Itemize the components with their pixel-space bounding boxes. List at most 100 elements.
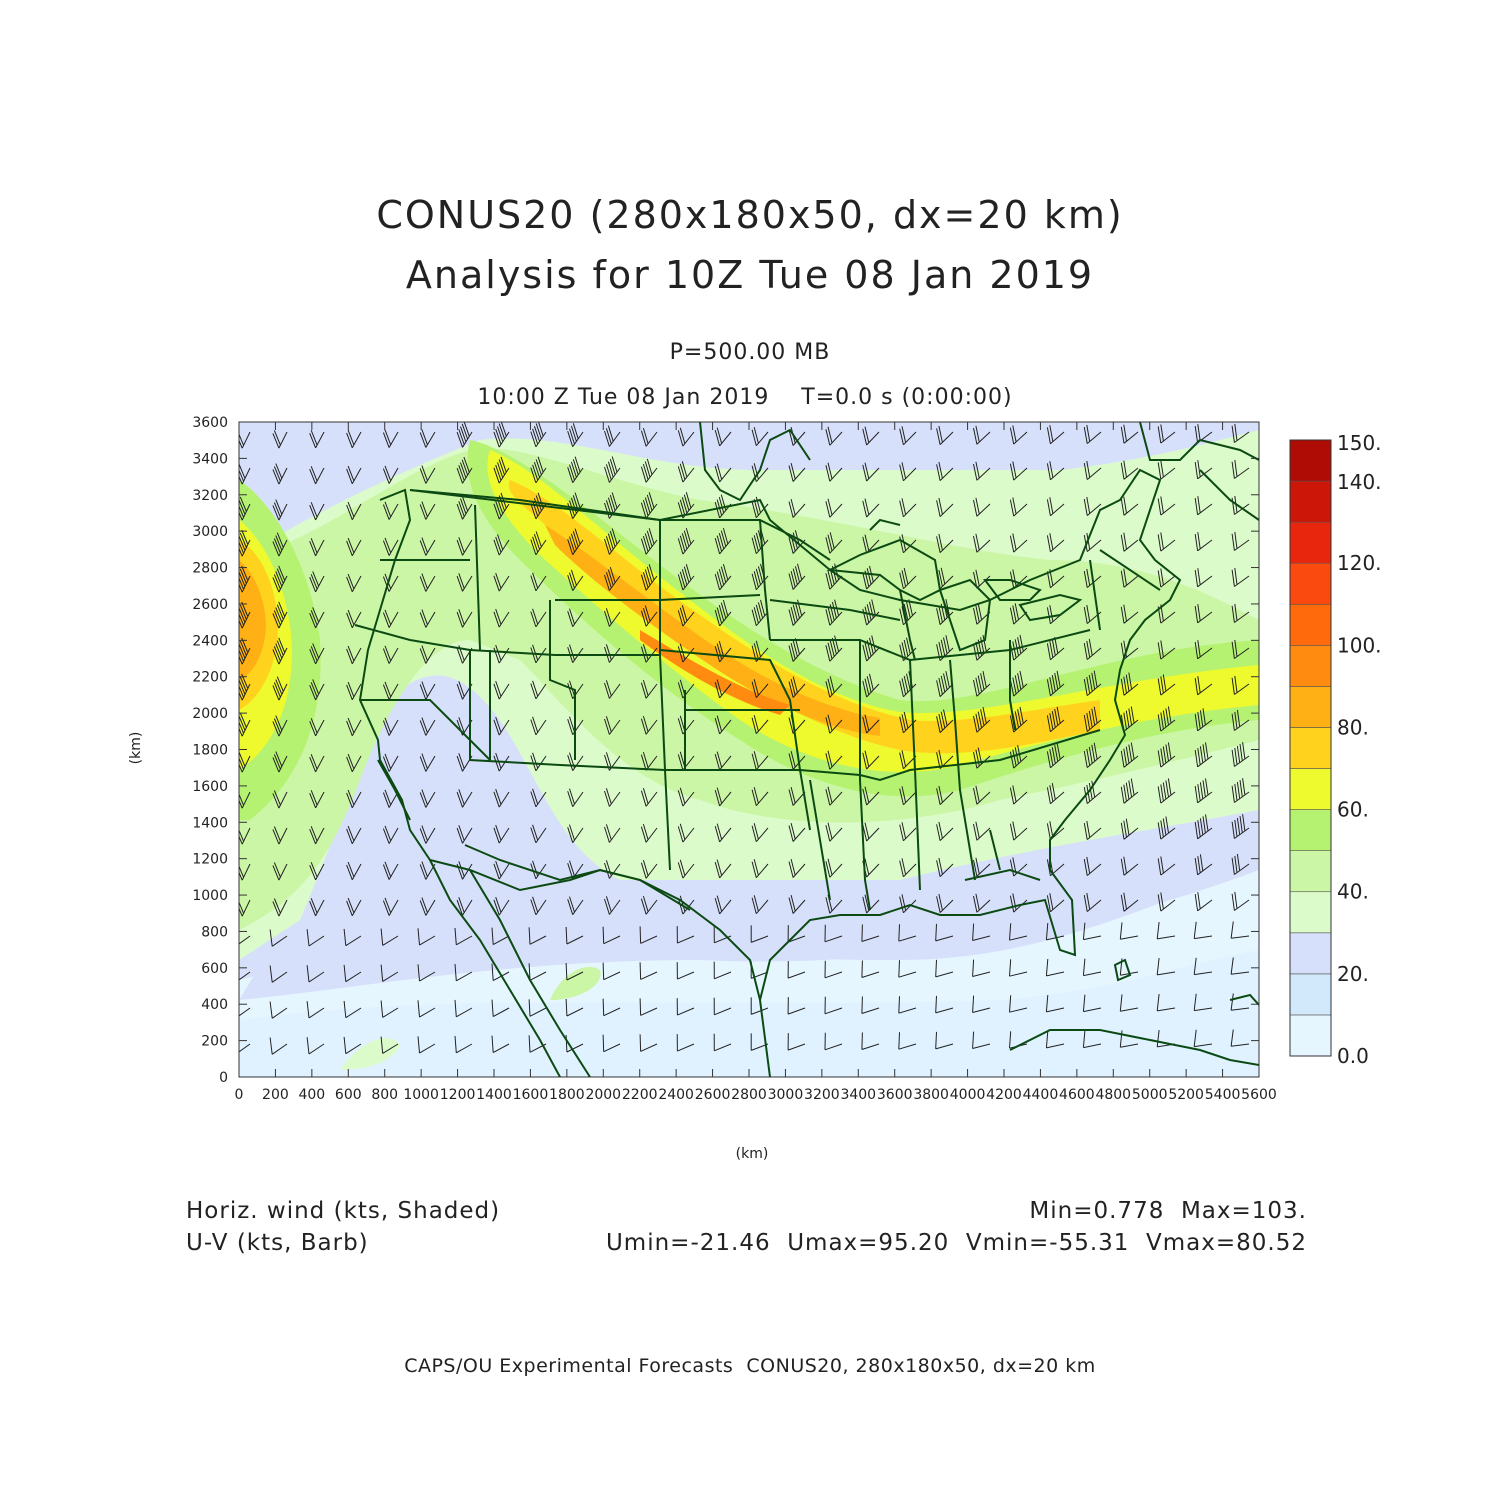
- wind-barb: [272, 826, 288, 845]
- wind-barb: [640, 787, 658, 807]
- wind-barb: [936, 425, 954, 445]
- wind-barb: [417, 964, 436, 982]
- y-tick-label: 400: [201, 997, 228, 1013]
- wind-barb: [380, 928, 399, 946]
- wind-barb: [714, 751, 732, 771]
- wind-barb: [714, 787, 732, 807]
- colorbar-segment: [1289, 480, 1332, 523]
- title-line-1: CONUS20 (280x180x50, dx=20 km): [376, 193, 1124, 237]
- wind-barb: [861, 996, 880, 1014]
- wind-barb: [343, 928, 362, 947]
- wind-barb: [640, 605, 658, 627]
- wind-barb: [639, 962, 658, 980]
- wind-barb: [751, 715, 769, 735]
- colorbar-label: 40.: [1337, 880, 1369, 904]
- wind-barb: [530, 422, 547, 448]
- colorbar-label: 0.0: [1337, 1044, 1369, 1068]
- x-tick-label: 400: [298, 1087, 325, 1103]
- wind-barb: [1120, 818, 1139, 840]
- wind-barb: [604, 824, 621, 843]
- wind-barb: [382, 645, 399, 664]
- wind-barb: [714, 823, 732, 843]
- wind-barb: [1120, 778, 1139, 804]
- wind-barb: [1231, 459, 1250, 479]
- colorbar-segment: [1289, 973, 1332, 1016]
- wind-barb: [751, 463, 769, 483]
- y-tick-label: 3000: [192, 524, 228, 540]
- wind-barb: [306, 929, 325, 947]
- wind-barb: [346, 465, 362, 485]
- wind-barb: [676, 962, 695, 980]
- wind-speed-shading: [239, 422, 1259, 1077]
- wind-barb: [272, 637, 288, 665]
- wind-barb: [973, 635, 991, 661]
- wind-barb: [419, 537, 436, 556]
- wind-barb: [1194, 854, 1213, 876]
- wind-barb: [567, 528, 584, 555]
- wind-barb: [382, 753, 399, 772]
- colorbar-segment: [1289, 562, 1332, 605]
- wind-barb: [899, 426, 917, 446]
- wind-barb: [604, 456, 621, 483]
- wind-barb: [1194, 532, 1213, 552]
- wind-barb: [676, 1034, 695, 1052]
- wind-barb: [530, 572, 547, 592]
- wind-barb: [380, 1000, 399, 1018]
- wind-barb: [1083, 670, 1102, 696]
- wind-barb: [825, 599, 843, 626]
- wind-barb: [1083, 638, 1102, 660]
- wind-barb: [714, 895, 732, 915]
- wind-barb: [935, 959, 954, 978]
- wind-barb: [346, 753, 362, 773]
- wind-barb: [825, 498, 843, 518]
- wind-barb: [239, 1043, 251, 1053]
- y-tick-label: 600: [201, 961, 228, 977]
- wind-barb: [935, 995, 954, 1014]
- wind-barb: [382, 861, 399, 880]
- wind-barb: [306, 1001, 325, 1019]
- wind-barb: [677, 427, 695, 447]
- footer-shaded-label: Horiz. wind (kts, Shaded): [186, 1198, 501, 1224]
- wind-barb: [493, 788, 510, 808]
- wind-barb: [713, 961, 732, 980]
- wind-barb: [309, 790, 325, 809]
- wind-barb: [1194, 708, 1213, 732]
- wind-barb: [493, 860, 510, 880]
- wind-barb: [898, 960, 917, 978]
- x-tick-label: 1600: [513, 1087, 549, 1103]
- wind-barb: [604, 566, 621, 591]
- wind-barb: [1120, 424, 1139, 444]
- x-tick-label: 3600: [877, 1087, 913, 1103]
- wind-barb: [862, 498, 880, 518]
- x-tick-label: 2600: [695, 1087, 731, 1103]
- wind-barb: [604, 528, 621, 555]
- wind-barb: [936, 533, 954, 553]
- wind-barb: [1009, 959, 1028, 977]
- wind-barb: [346, 897, 362, 917]
- wind-barb: [714, 859, 732, 879]
- wind-barb: [309, 826, 325, 845]
- wind-barb: [640, 492, 658, 519]
- wind-barb: [1082, 958, 1102, 977]
- wind-barb: [788, 563, 806, 590]
- y-axis: 0 200 400 600 800 1000 1200 1400 1600 1800 2000 220…: [192, 415, 1259, 1086]
- wind-barb: [382, 537, 399, 556]
- y-tick-label: 2200: [192, 670, 228, 686]
- wind-barb: [1119, 922, 1139, 940]
- wind-barb: [751, 787, 769, 807]
- wind-barb: [346, 681, 362, 701]
- wind-barb: [1045, 1030, 1065, 1049]
- wind-barb: [899, 786, 917, 806]
- wind-barb: [677, 859, 695, 879]
- wind-barb: [1009, 995, 1028, 1013]
- wind-barb: [272, 862, 288, 881]
- wind-barb: [898, 996, 917, 1014]
- wind-barb: [824, 1032, 843, 1051]
- wind-barb: [493, 572, 510, 592]
- wind-barb: [530, 456, 547, 484]
- x-tick-label: 3400: [840, 1087, 876, 1103]
- wind-barb: [751, 496, 769, 519]
- wind-barb: [1157, 778, 1176, 804]
- wind-barb: [1157, 460, 1176, 480]
- wind-barb: [861, 1032, 880, 1050]
